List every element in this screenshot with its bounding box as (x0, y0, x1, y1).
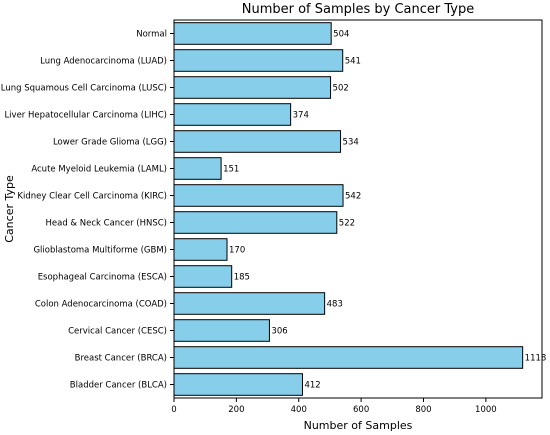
bar (173, 103, 292, 126)
y-tick-label: Lung Squamous Cell Carcinoma (LUSC) (1, 84, 167, 94)
plot-frame (173, 19, 543, 399)
y-tick-label: Esophageal Carcinoma (ESCA) (38, 273, 167, 283)
bar (173, 130, 342, 153)
y-tick-label: Breast Cancer (BRCA) (75, 354, 167, 364)
bar-value-label: 374 (293, 111, 309, 121)
chart-title: Number of Samples by Cancer Type (242, 2, 475, 17)
bar-value-label: 185 (234, 273, 250, 283)
y-tick-label: Normal (136, 30, 167, 40)
bar-value-label: 412 (304, 381, 320, 391)
bar (173, 49, 344, 72)
y-tick-label: Bladder Cancer (BLCA) (70, 381, 167, 391)
bar (173, 211, 338, 234)
y-tick-label: Cervical Cancer (CESC) (68, 327, 167, 337)
y-tick-label: Lung Adenocarcinoma (LUAD) (40, 57, 167, 67)
x-tick-label: 1000 (475, 405, 497, 415)
bar-value-label: 483 (327, 300, 343, 310)
y-tick-label: Liver Hepatocellular Carcinoma (LIHC) (4, 111, 167, 121)
x-tick-label: 600 (353, 405, 369, 415)
bar-value-label: 541 (345, 57, 361, 67)
bar-value-label: 170 (229, 246, 245, 256)
y-tick-label: Kidney Clear Cell Carcinoma (KIRC) (17, 192, 167, 202)
bar-value-label: 504 (333, 30, 349, 40)
bar (173, 292, 326, 315)
x-tick-label: 800 (415, 405, 431, 415)
bar-value-label: 502 (333, 84, 349, 94)
y-tick-label: Acute Myeloid Leukemia (LAML) (31, 165, 167, 175)
bar-value-label: 1118 (525, 354, 547, 364)
bar (173, 346, 524, 369)
bar-value-label: 542 (345, 192, 361, 202)
x-tick-label: 0 (171, 405, 176, 415)
bar (173, 22, 332, 45)
bar-value-label: 306 (271, 327, 287, 337)
x-tick-label: 200 (228, 405, 244, 415)
y-tick-label: Lower Grade Glioma (LGG) (53, 138, 167, 148)
bar (173, 373, 303, 396)
bar-value-label: 522 (339, 219, 355, 229)
bar (173, 265, 233, 288)
y-axis-label: Cancer Type (3, 175, 16, 243)
bar-value-label: 534 (343, 138, 359, 148)
bar-value-label: 151 (223, 165, 239, 175)
x-axis-label: Number of Samples (304, 419, 413, 432)
bar (173, 184, 344, 207)
y-tick-label: Glioblastoma Multiforme (GBM) (33, 246, 167, 256)
bar (173, 319, 270, 342)
bar (173, 238, 228, 261)
x-tick-label: 400 (291, 405, 307, 415)
bar (173, 76, 332, 99)
y-tick-label: Colon Adenocarcinoma (COAD) (35, 300, 167, 310)
bar (173, 157, 222, 180)
y-tick-label: Head & Neck Cancer (HNSC) (46, 219, 168, 229)
